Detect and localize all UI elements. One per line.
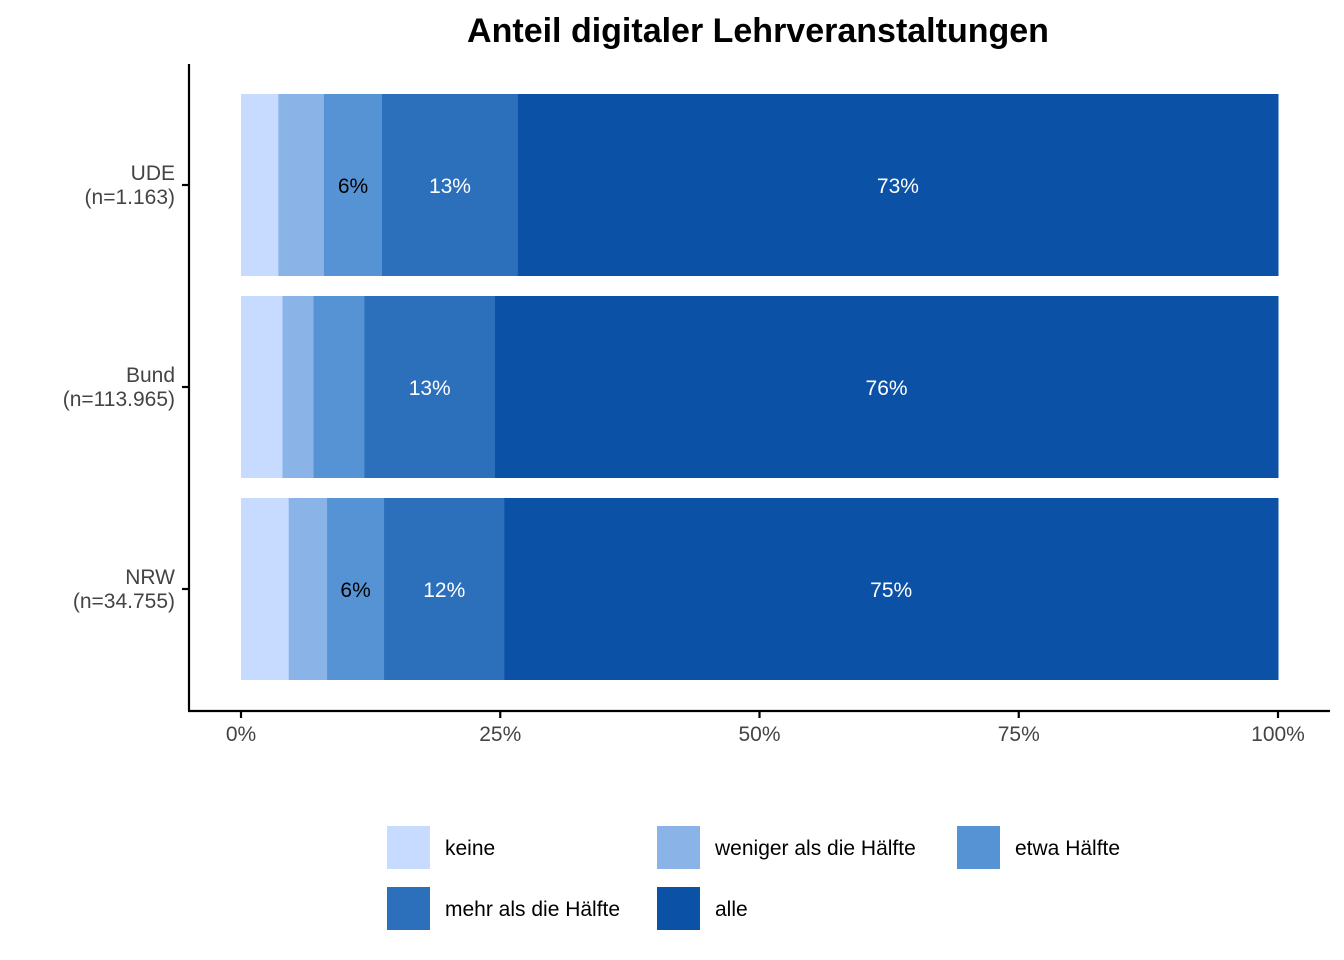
bar-value-label: 13% bbox=[429, 175, 471, 198]
x-tick-label: 100% bbox=[1251, 723, 1305, 746]
legend-item: mehr als die Hälfte bbox=[387, 887, 620, 930]
legend-swatch bbox=[657, 887, 700, 930]
bar-segment-alle-1 bbox=[495, 296, 1279, 478]
bar-segment-weniger-als-die-hälfte-0 bbox=[278, 94, 325, 276]
bar-segment-etwa-hälfte-0 bbox=[323, 94, 383, 276]
category-label: Bund bbox=[126, 364, 175, 387]
legend-swatch bbox=[957, 826, 1000, 869]
bar-segment-mehr-als-die-hälfte-2 bbox=[384, 498, 505, 680]
category-label: (n=34.755) bbox=[73, 590, 175, 613]
legend-swatch bbox=[387, 887, 430, 930]
legend-label: alle bbox=[715, 898, 748, 921]
bar-segment-keine-0 bbox=[241, 94, 279, 276]
legend-label: weniger als die Hälfte bbox=[714, 837, 916, 860]
x-tick-label: 25% bbox=[479, 723, 521, 746]
category-label: (n=1.163) bbox=[85, 186, 175, 209]
legend-swatch bbox=[657, 826, 700, 869]
bar-value-label: 75% bbox=[870, 579, 912, 602]
category-label: (n=113.965) bbox=[63, 388, 175, 411]
legend: keine weniger als die Hälfte etwa Hälfte me… bbox=[387, 826, 1120, 930]
x-tick-label: 0% bbox=[226, 723, 256, 746]
category-label: NRW bbox=[125, 566, 175, 589]
bar-segment-etwa-hälfte-1 bbox=[313, 296, 365, 478]
bar-value-label: 73% bbox=[877, 175, 919, 198]
x-tick-label: 50% bbox=[738, 723, 780, 746]
bar-segment-alle-2 bbox=[504, 498, 1279, 680]
bar-segment-mehr-als-die-hälfte-1 bbox=[364, 296, 496, 478]
bars-group bbox=[241, 94, 1279, 680]
legend-item: alle bbox=[657, 887, 748, 930]
legend-swatch bbox=[387, 826, 430, 869]
chart-title: Anteil digitaler Lehrveranstaltungen bbox=[467, 12, 1049, 50]
bar-value-label: 12% bbox=[423, 579, 465, 602]
bar-segment-weniger-als-die-hälfte-2 bbox=[288, 498, 328, 680]
category-label: UDE bbox=[131, 162, 175, 185]
bar-segment-keine-2 bbox=[241, 498, 290, 680]
bar-segment-mehr-als-die-hälfte-0 bbox=[382, 94, 519, 276]
bar-value-label: 13% bbox=[409, 377, 451, 400]
legend-label: etwa Hälfte bbox=[1015, 837, 1120, 860]
legend-label: keine bbox=[445, 837, 495, 860]
bar-value-label: 76% bbox=[866, 377, 908, 400]
bar-value-label: 6% bbox=[340, 579, 370, 602]
x-tick-label: 75% bbox=[998, 723, 1040, 746]
legend-item: weniger als die Hälfte bbox=[657, 826, 916, 869]
bar-labels-group: 6% 13% 73% 13% 76% 6% 12% 75% bbox=[338, 175, 919, 602]
legend-label: mehr als die Hälfte bbox=[445, 898, 620, 921]
bar-segment-weniger-als-die-hälfte-1 bbox=[282, 296, 315, 478]
bar-segment-keine-1 bbox=[241, 296, 283, 478]
bar-segment-alle-0 bbox=[517, 94, 1279, 276]
bar-segment-etwa-hälfte-2 bbox=[327, 498, 385, 680]
legend-item: etwa Hälfte bbox=[957, 826, 1120, 869]
bar-value-label: 6% bbox=[338, 175, 368, 198]
legend-item: keine bbox=[387, 826, 495, 869]
axes-group: UDE(n=1.163) Bund(n=113.965) NRW(n=34.755)… bbox=[63, 64, 1330, 746]
